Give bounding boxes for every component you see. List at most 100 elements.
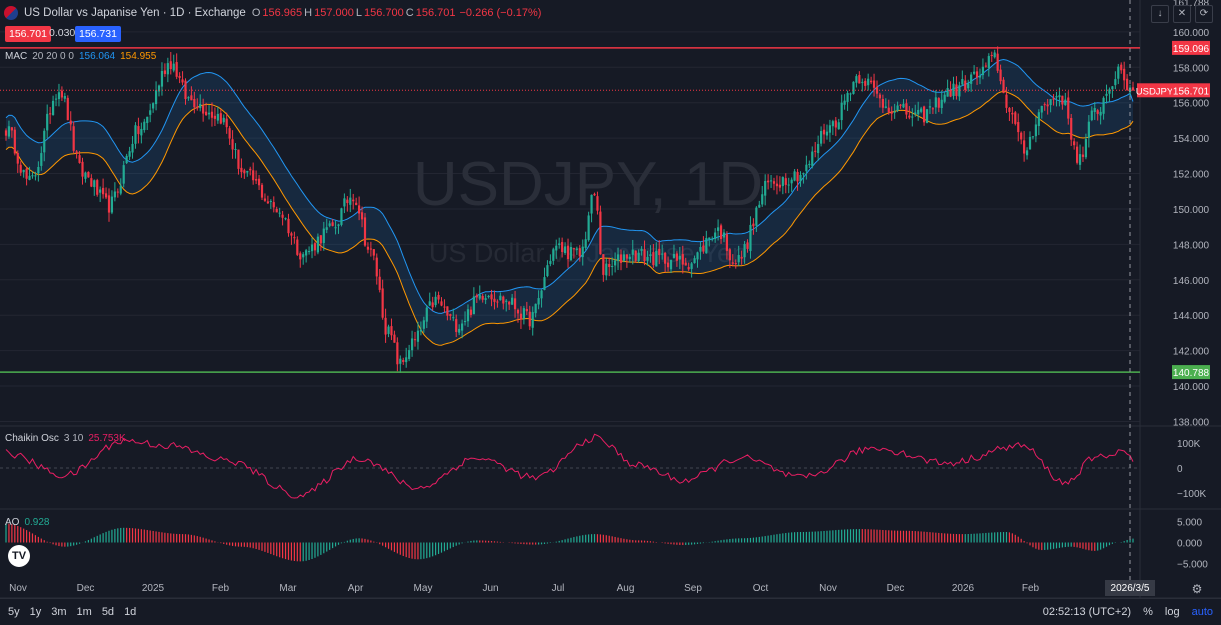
candle-body	[146, 116, 149, 124]
candle-body	[213, 115, 217, 119]
candle-body	[305, 250, 308, 256]
candle-body	[922, 106, 926, 123]
candle-body	[381, 288, 384, 318]
candle-body	[299, 253, 302, 260]
candle-body	[908, 115, 911, 118]
candle-body	[293, 237, 296, 239]
candle-body	[199, 103, 202, 108]
candle-body	[1105, 93, 1108, 96]
candle-body	[363, 217, 367, 246]
candle-body	[1028, 136, 1032, 150]
candle-body	[469, 309, 473, 315]
candle-body	[490, 294, 493, 300]
candle-body	[340, 208, 343, 225]
candle-body	[625, 254, 628, 259]
candle-body	[769, 180, 773, 182]
sell-price-box[interactable]: 156.701	[5, 26, 51, 42]
price-tick-label: 148.000	[1173, 240, 1210, 251]
ohlc-value: 157.000	[314, 7, 354, 19]
mac-legend[interactable]: MAC 20 20 0 0 156.064 154.955	[5, 51, 156, 62]
candle-body	[269, 201, 272, 203]
candle-body	[157, 85, 161, 92]
candle-body	[731, 262, 734, 264]
candle-body	[805, 164, 808, 172]
candle-body	[63, 96, 66, 99]
range-button-5d[interactable]: 5d	[101, 606, 115, 618]
range-button-5y[interactable]: 5y	[8, 606, 20, 618]
candle-body	[1131, 87, 1135, 91]
candle-body	[596, 196, 599, 211]
time-tick-label: Dec	[77, 583, 95, 594]
candle-body	[996, 53, 999, 71]
candle-body	[634, 250, 637, 261]
candle-body	[1073, 141, 1076, 146]
arrow-down-icon[interactable]: ↓	[1151, 5, 1169, 23]
candle-body	[525, 308, 528, 312]
candle-body	[310, 244, 314, 252]
candle-body	[755, 207, 758, 226]
candle-body	[646, 256, 649, 261]
candle-body	[134, 125, 137, 144]
candle-body	[852, 81, 855, 94]
candle-body	[25, 168, 28, 179]
candle-body	[684, 262, 687, 266]
ao-legend[interactable]: AO 0.928	[5, 517, 49, 528]
candle-body	[4, 130, 8, 136]
candle-body	[975, 71, 979, 78]
candle-body	[343, 198, 346, 207]
range-button-1m[interactable]: 1m	[76, 606, 92, 618]
range-button-1d[interactable]: 1d	[124, 606, 137, 618]
candle-body	[778, 184, 781, 188]
candle-body	[590, 194, 593, 214]
candle-body	[449, 314, 452, 317]
candle-body	[260, 184, 264, 198]
candle-body	[572, 248, 576, 250]
candle-body	[758, 204, 761, 208]
candle-body	[372, 249, 375, 256]
candle-body	[611, 266, 614, 268]
candle-body	[943, 94, 946, 102]
candle-body	[1070, 117, 1073, 140]
time-tick-label: 2025	[142, 583, 165, 594]
time-tick-label: Dec	[887, 583, 905, 594]
range-button-3m[interactable]: 3m	[51, 606, 67, 618]
candle-body	[669, 259, 673, 270]
candle-body	[661, 253, 664, 255]
candle-body	[543, 277, 546, 290]
candle-body	[831, 121, 834, 127]
log-toggle[interactable]: log	[1164, 606, 1180, 618]
candle-body	[699, 247, 702, 252]
percent-toggle[interactable]: %	[1143, 606, 1153, 618]
candle-body	[870, 80, 873, 83]
candle-body	[7, 126, 11, 137]
candle-body	[337, 224, 340, 226]
auto-toggle[interactable]: auto	[1191, 606, 1213, 618]
candle-body	[1031, 136, 1035, 138]
candle-body	[1096, 110, 1099, 114]
candle-body	[817, 144, 820, 154]
symbol-title[interactable]: US Dollar vs Japanise Yen · 1D · Exchang…	[24, 7, 246, 19]
refresh-icon[interactable]: ⟳	[1195, 5, 1213, 23]
candle-body	[837, 122, 840, 130]
candle-body	[631, 249, 634, 255]
range-button-1y[interactable]: 1y	[29, 606, 42, 618]
candle-body	[387, 326, 390, 334]
collapse-icon[interactable]: ✕	[1173, 5, 1191, 23]
candle-body	[1005, 94, 1008, 108]
clock-display[interactable]: 02:52:13 (UTC+2)	[1042, 606, 1132, 618]
candle-body	[137, 126, 140, 135]
candle-body	[640, 248, 643, 251]
candle-body	[475, 295, 478, 298]
candle-body	[516, 309, 520, 314]
time-tick-label: Feb	[1022, 583, 1040, 594]
bottom-right-controls: 02:52:13 (UTC+2) % log auto	[1043, 606, 1213, 618]
candle-body	[172, 63, 175, 71]
chaikin-legend[interactable]: Chaikin Osc 3 10 25.753K	[5, 433, 126, 444]
candle-body	[399, 358, 402, 364]
candle-body	[284, 218, 287, 220]
tradingview-logo-icon[interactable]: TV	[8, 545, 30, 567]
buy-price-box[interactable]: 156.731	[75, 26, 121, 42]
candle-body	[1023, 140, 1026, 154]
candle-body	[519, 313, 523, 320]
